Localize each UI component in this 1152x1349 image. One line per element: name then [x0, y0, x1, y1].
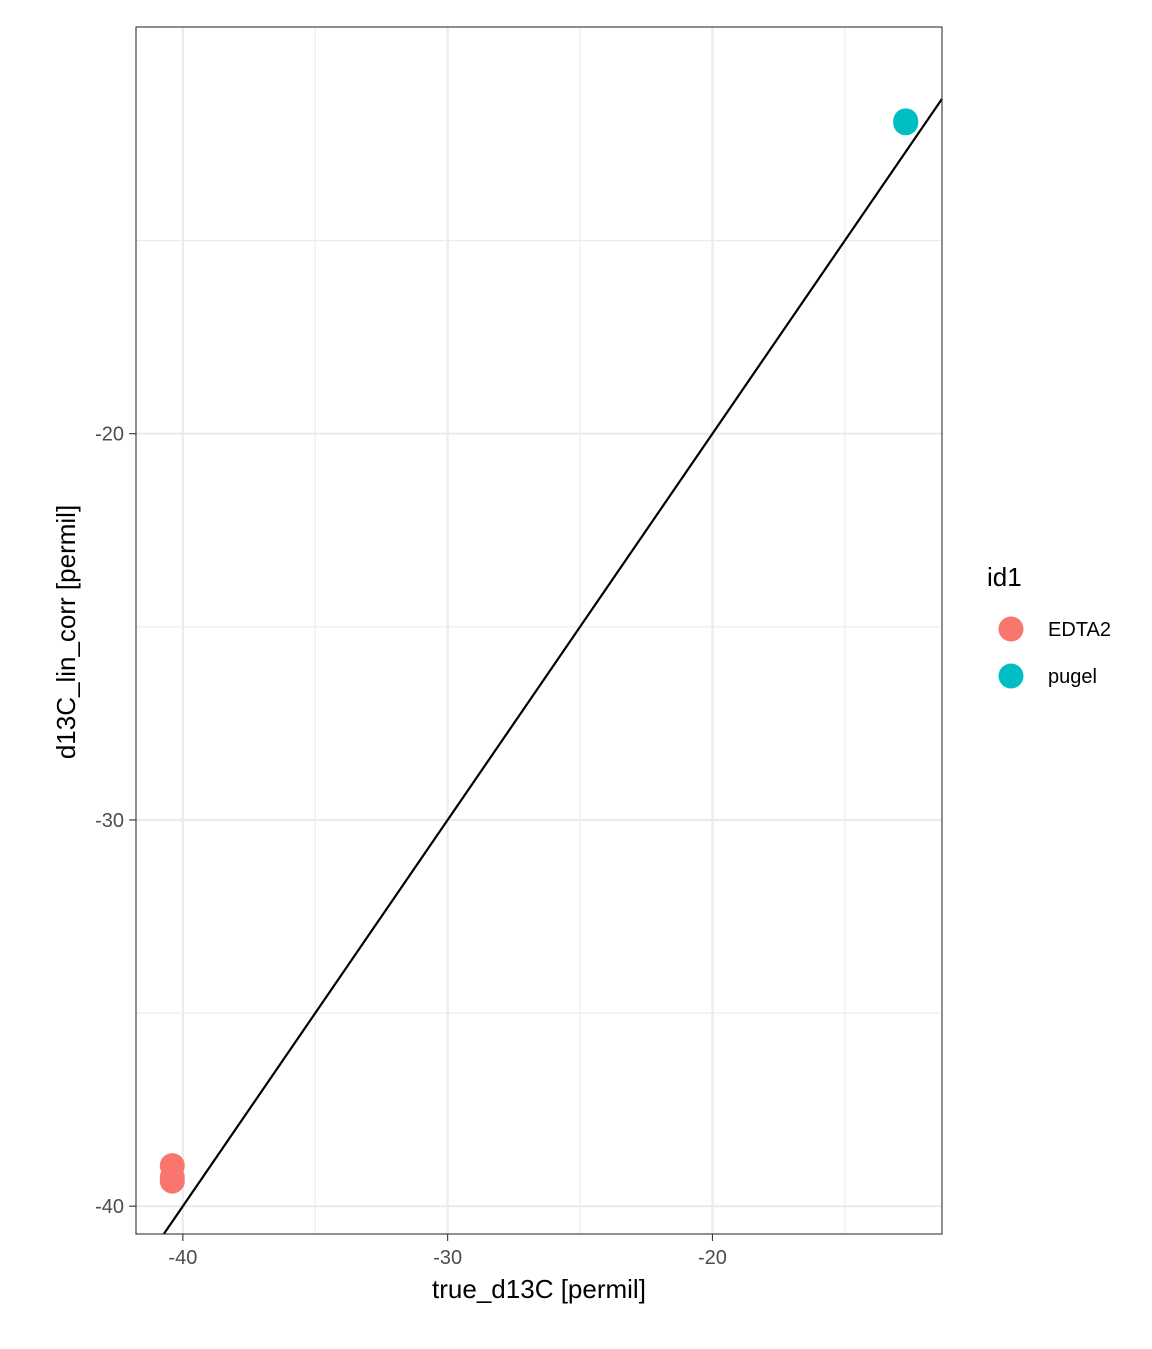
legend-key-edta2 [998, 616, 1024, 642]
points-layer [159, 108, 919, 1194]
y-axis: -40 -30 -20 [95, 424, 136, 1218]
y-axis-title: d13C_lin_corr [permil] [51, 505, 81, 759]
legend-label: pugel [1048, 666, 1097, 688]
major-gridlines [136, 27, 942, 1234]
x-axis: -40 -30 -20 [168, 1234, 727, 1269]
x-axis-title: true_d13C [permil] [432, 1274, 646, 1304]
panel-border [135, 26, 943, 1235]
data-point-pugel [893, 110, 919, 136]
data-point-edta2 [159, 1168, 185, 1194]
y-tick-label: -40 [95, 1196, 124, 1218]
reference-line-layer [162, 98, 943, 1235]
legend: id1 EDTA2 pugel [987, 562, 1111, 689]
minor-gridlines [136, 27, 942, 1234]
x-tick-label: -20 [698, 1247, 727, 1269]
x-tick-label: -30 [433, 1247, 462, 1269]
legend-key-pugel [998, 663, 1024, 689]
y-tick-label: -30 [95, 810, 124, 832]
legend-entries: EDTA2 pugel [998, 616, 1111, 689]
legend-title: id1 [987, 562, 1022, 592]
y-tick-label: -20 [95, 424, 124, 446]
legend-label: EDTA2 [1048, 619, 1111, 641]
x-tick-label: -40 [168, 1247, 197, 1269]
reference-line [162, 98, 943, 1235]
